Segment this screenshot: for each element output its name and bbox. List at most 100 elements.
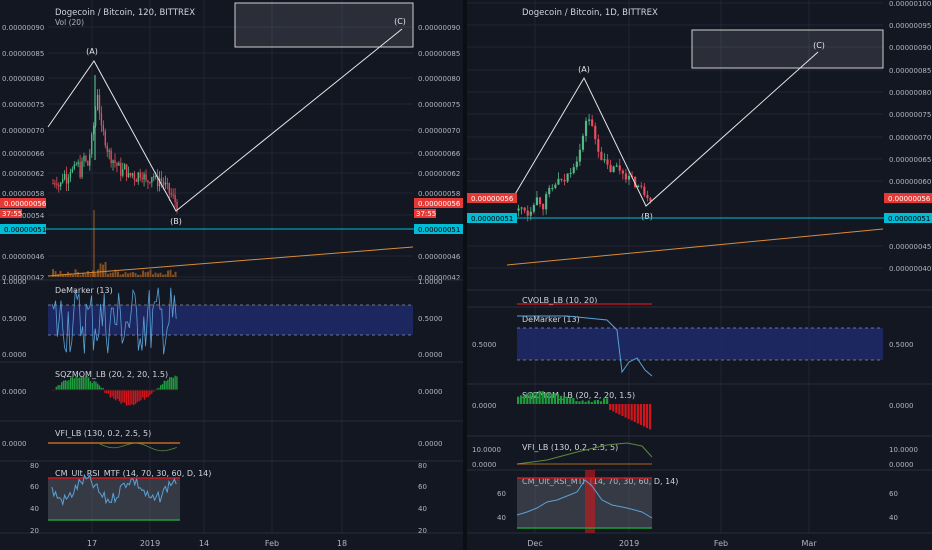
candle-body	[572, 167, 575, 173]
sqzmom-bar	[615, 404, 618, 413]
candle-body	[560, 178, 563, 180]
x-tick-label: 2019	[140, 539, 160, 548]
candle-body	[545, 194, 548, 210]
volume-bar	[87, 271, 89, 277]
sqzmom-tick-right: 0.0000	[418, 388, 443, 396]
support-tag-left	[0, 224, 46, 234]
y-tick-label-left: 0.00000066	[2, 150, 45, 158]
y-tick-label-right: 0.00000040	[889, 265, 931, 273]
y-tick-label-right: 0.00000058	[418, 190, 460, 198]
right-chart[interactable]: 0.00000100 0.00000095 0.00000090 0.00000085…	[467, 0, 932, 550]
demarker-band	[48, 305, 413, 335]
sqzmom-bar	[169, 377, 171, 390]
x-tick-label: 18	[337, 539, 347, 548]
candle-body	[170, 193, 172, 195]
price-tag-right	[414, 198, 463, 208]
volume-bar	[77, 271, 79, 277]
price-tag-right	[884, 193, 932, 203]
volume-bar	[62, 273, 64, 277]
candle-body	[112, 160, 114, 163]
volume-bar	[172, 274, 174, 277]
sqzmom-bar	[107, 390, 110, 394]
candle-body	[166, 182, 169, 184]
chart-title: Dogecoin / Bitcoin, 1D, BITTREX	[522, 8, 658, 18]
sqzmom-bar	[645, 404, 649, 428]
candle-body	[168, 183, 170, 194]
sqzmom-bar	[68, 380, 70, 390]
candle-body	[106, 145, 108, 152]
sqzmom-bar	[131, 390, 133, 405]
sqzmom-bar	[127, 390, 129, 406]
sqzmom-bar	[176, 376, 178, 390]
candle-body	[548, 187, 551, 195]
sqzmom-bar	[59, 385, 61, 390]
candle-body	[96, 94, 99, 110]
sqzmom-bar	[129, 390, 131, 406]
sqzmom-bar	[559, 395, 563, 404]
sqzmom-bar	[618, 404, 621, 415]
y-tick-label-left: 0.00000080	[2, 75, 44, 83]
sqzmom-bar	[136, 390, 138, 403]
volume-bar	[107, 273, 109, 277]
candle-body	[578, 149, 581, 162]
demarker-tick-right: 0.5000	[418, 315, 443, 323]
candle-body	[149, 182, 151, 184]
sqzmom-bar	[115, 390, 117, 401]
volume-bar	[72, 274, 74, 277]
sqzmom-bar	[104, 390, 106, 394]
candle-body	[65, 174, 68, 184]
candle-body	[624, 173, 627, 180]
candle-body	[535, 197, 539, 206]
candle-body	[120, 163, 122, 176]
demarker-tick-left: 0.5000	[2, 315, 27, 323]
sqzmom-title: SQZMOM_LB (20, 2, 20, 1.5)	[522, 391, 635, 400]
volume-bar	[102, 264, 104, 277]
y-tick-label-right: 0.00000070	[418, 127, 460, 135]
candle-body	[575, 161, 578, 168]
candle-body	[155, 176, 157, 178]
vfi-title: VFI_LB (130, 0.2, 2.5, 5)	[55, 429, 151, 438]
sqzmom-bar	[145, 390, 147, 398]
sqzmom-bar	[66, 380, 68, 390]
candle-body	[102, 125, 105, 132]
volume-bar	[54, 271, 57, 277]
left-chart[interactable]: 0.00000090 0.00000085 0.00000080 0.00000075…	[0, 0, 463, 550]
rsi-tick-right: 60	[418, 483, 427, 491]
sqzmom-bar	[649, 404, 652, 430]
demarker-line	[51, 287, 177, 355]
sqzmom-bar	[62, 380, 65, 390]
volume-bar	[129, 272, 132, 277]
y-tick-label-right: 0.00000085	[418, 50, 460, 58]
layout-divider[interactable]	[463, 0, 467, 550]
sqzmom-bar	[149, 390, 151, 396]
price-time-left-text: 37:55	[2, 210, 22, 218]
sqzmom-bar	[633, 404, 636, 422]
candle-body	[612, 166, 615, 173]
candle-body	[114, 160, 116, 163]
volume-bar	[104, 262, 107, 277]
demarker-title: DeMarker (13)	[55, 286, 113, 295]
sqzmom-bar	[584, 401, 587, 404]
candle-body	[87, 161, 89, 166]
cvolb-title: CVOLB_LB (10, 20)	[522, 296, 597, 305]
volume-bar	[114, 269, 117, 277]
candle-body	[116, 162, 118, 166]
rsi-overbought-zone	[585, 470, 595, 533]
candle-body	[172, 194, 174, 196]
vfi-tick-left-1: 10.0000	[472, 446, 501, 454]
point-label-b: (B)	[641, 212, 653, 221]
y-tick-label-right: 0.00000075	[418, 101, 460, 109]
chart-title: Dogecoin / Bitcoin, 120, BITTREX	[55, 8, 195, 18]
rsi-tick-right-1: 60	[889, 490, 898, 498]
candle-body	[554, 184, 557, 188]
sqzmom-bar	[125, 390, 128, 406]
vfi-title: VFI_LB (130, 0.2, 2.5, 5)	[522, 443, 618, 452]
sqzmom-bar	[526, 393, 529, 404]
sqzmom-bar	[106, 390, 108, 394]
sqzmom-bar	[529, 393, 532, 404]
sqzmom-bar	[97, 383, 99, 390]
sqzmom-bar	[627, 404, 630, 419]
demarker-band	[517, 328, 883, 360]
sqzmom-bar	[590, 402, 593, 404]
